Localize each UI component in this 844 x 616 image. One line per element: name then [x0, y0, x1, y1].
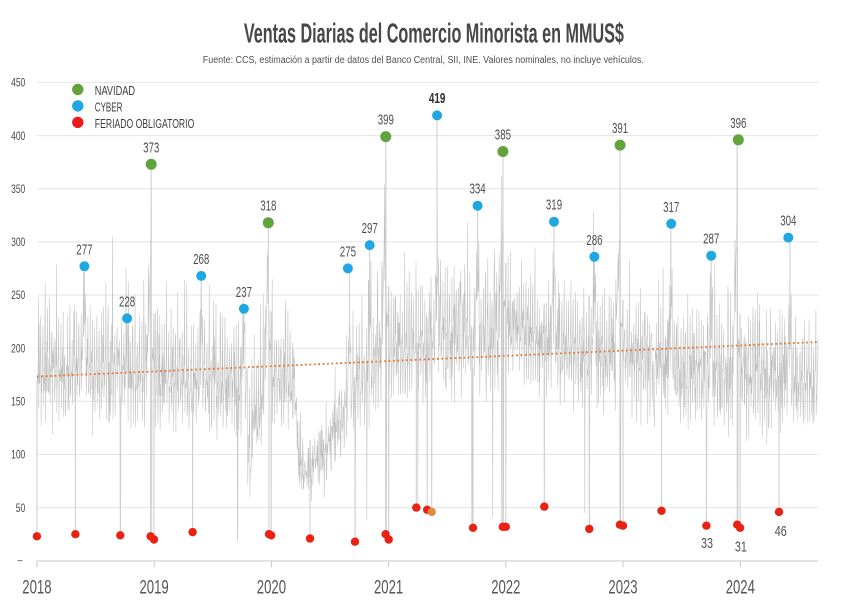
- svg-text:287: 287: [703, 231, 719, 248]
- svg-text:31: 31: [735, 538, 747, 555]
- svg-text:419: 419: [429, 90, 446, 107]
- svg-text:334: 334: [470, 181, 486, 198]
- svg-text:237: 237: [236, 284, 252, 301]
- svg-text:385: 385: [495, 127, 511, 144]
- svg-text:373: 373: [143, 139, 159, 156]
- svg-text:2018: 2018: [22, 577, 51, 598]
- svg-text:277: 277: [76, 241, 92, 258]
- svg-text:NAVIDAD: NAVIDAD: [95, 83, 135, 98]
- svg-text:CYBER: CYBER: [95, 99, 123, 114]
- svg-text:2022: 2022: [491, 577, 520, 598]
- svg-text:304: 304: [780, 213, 796, 230]
- svg-text:300: 300: [11, 236, 25, 249]
- svg-text:391: 391: [612, 120, 628, 137]
- svg-text:2021: 2021: [374, 577, 403, 598]
- svg-text:450: 450: [11, 77, 25, 90]
- svg-text:317: 317: [663, 199, 679, 216]
- svg-text:400: 400: [11, 130, 25, 143]
- svg-text:228: 228: [119, 293, 135, 310]
- svg-text:FERIADO OBLIGATORIO: FERIADO OBLIGATORIO: [95, 116, 195, 131]
- svg-text:2020: 2020: [257, 577, 286, 598]
- svg-text:399: 399: [378, 112, 394, 129]
- svg-text:318: 318: [260, 198, 276, 215]
- svg-text:2019: 2019: [140, 577, 169, 598]
- svg-text:396: 396: [730, 115, 746, 132]
- svg-text:200: 200: [11, 342, 25, 355]
- svg-text:275: 275: [340, 243, 356, 260]
- svg-text:268: 268: [193, 251, 209, 268]
- svg-text:33: 33: [701, 535, 713, 552]
- svg-text:286: 286: [586, 232, 602, 249]
- svg-text:Fuente: CCS, estimación a par: Fuente: CCS, estimación a partir de dato…: [203, 55, 644, 66]
- svg-text:Ventas Diarias del Comercio Mi: Ventas Diarias del Comercio Minorista en…: [244, 18, 624, 49]
- svg-text:50: 50: [16, 502, 26, 515]
- svg-text:2024: 2024: [726, 577, 755, 598]
- svg-text:46: 46: [775, 523, 787, 540]
- svg-text:2023: 2023: [608, 577, 637, 598]
- svg-text:319: 319: [546, 197, 562, 214]
- svg-text:150: 150: [11, 396, 25, 409]
- svg-text:100: 100: [11, 449, 25, 462]
- svg-text:350: 350: [11, 183, 25, 196]
- svg-text:250: 250: [11, 289, 25, 302]
- svg-text:297: 297: [362, 220, 378, 237]
